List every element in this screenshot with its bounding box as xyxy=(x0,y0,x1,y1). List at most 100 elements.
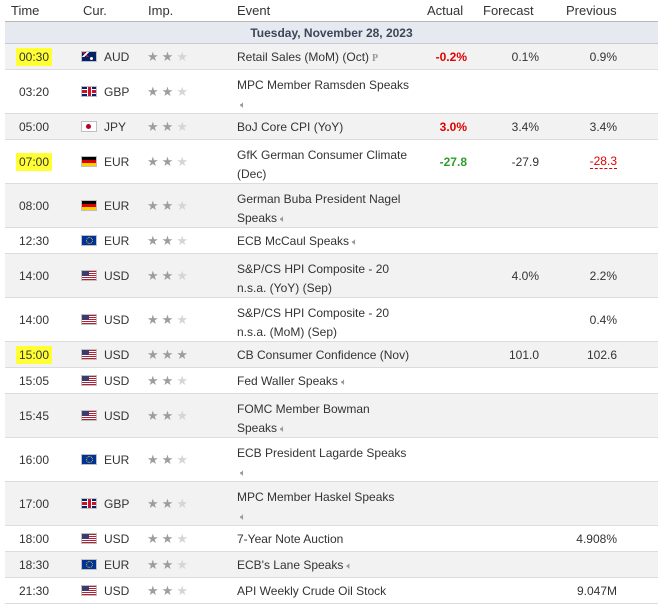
event-name[interactable]: FOMC Member Bowman xyxy=(237,402,370,416)
actual-value xyxy=(419,184,467,227)
event-name[interactable]: API Weekly Crude Oil Stock xyxy=(237,584,387,598)
event-name[interactable]: German Buba President Nagel xyxy=(237,192,401,206)
event-name[interactable]: ECB President Lagarde Speaks xyxy=(237,446,407,460)
previous-value: 102.6 xyxy=(586,347,617,362)
event-name[interactable]: Fed Waller Speaks xyxy=(237,374,338,388)
event-cell[interactable]: S&P/CS HPI Composite - 20 n.s.a. (MoM) (S… xyxy=(237,298,417,341)
event-cell[interactable]: MPC Member Ramsden Speaks 🔈︎ xyxy=(237,70,417,113)
col-actual-header[interactable]: Actual xyxy=(427,3,464,18)
table-row[interactable]: 21:30 USD ★ ★ ★ API Weekly Crude Oil Stock 9.0… xyxy=(5,578,658,604)
importance-star-icon: ★ xyxy=(161,119,174,134)
importance-star-empty-icon: ★ xyxy=(176,119,188,134)
table-row[interactable]: 15:05 USD ★ ★ ★ Fed Waller Speaks 🔈︎ xyxy=(5,368,658,394)
importance-rating: ★ ★ ★ xyxy=(147,552,217,577)
event-cell[interactable]: 7-Year Note Auction xyxy=(237,526,417,551)
table-row[interactable]: 12:30 EUR ★ ★ ★ ECB McCaul Speaks 🔈︎ xyxy=(5,228,658,254)
event-name[interactable]: GfK German Consumer Climate xyxy=(237,148,408,162)
importance-star-empty-icon: ★ xyxy=(176,268,188,283)
event-cell[interactable]: BoJ Core CPI (YoY) xyxy=(237,114,417,139)
speaker-icon[interactable]: 🔈︎ xyxy=(280,214,287,225)
speaker-icon[interactable]: 🔈︎ xyxy=(346,561,353,572)
us-flag-icon xyxy=(81,375,97,386)
event-name[interactable]: S&P/CS HPI Composite - 20 xyxy=(237,262,390,276)
speaker-icon[interactable]: 🔈︎ xyxy=(240,468,246,479)
event-currency: USD xyxy=(81,254,141,297)
event-cell[interactable]: MPC Member Haskel Speaks 🔈︎ xyxy=(237,482,417,525)
forecast-value: 4.0% xyxy=(511,268,539,283)
event-cell[interactable]: German Buba President Nagel Speaks 🔈︎ xyxy=(237,184,417,227)
importance-star-icon: ★ xyxy=(161,496,174,511)
importance-rating: ★ ★ ★ xyxy=(147,254,217,297)
event-currency: EUR xyxy=(81,552,141,577)
event-name[interactable]: 7-Year Note Auction xyxy=(237,532,344,546)
event-name[interactable]: ECB McCaul Speaks xyxy=(237,234,350,248)
event-time: 07:00 xyxy=(7,140,71,183)
table-row[interactable]: 15:45 USD ★ ★ ★ FOMC Member Bowman Speaks 🔈︎ xyxy=(5,394,658,438)
event-cell[interactable]: GfK German Consumer Climate (Dec) xyxy=(237,140,417,183)
col-forecast-header[interactable]: Forecast xyxy=(483,3,534,18)
table-row[interactable]: 05:00 JPY ★ ★ ★ BoJ Core CPI (YoY) 3.0% 3.4% 3.4… xyxy=(5,114,658,140)
importance-rating: ★ ★ ★ xyxy=(147,70,217,113)
table-row[interactable]: 08:00 EUR ★ ★ ★ German Buba President Nagel Sp… xyxy=(5,184,658,228)
event-cell[interactable]: Fed Waller Speaks 🔈︎ xyxy=(237,368,417,393)
table-row[interactable]: 07:00 EUR ★ ★ ★ GfK German Consumer Climate (D… xyxy=(5,140,658,184)
event-cell[interactable]: Retail Sales (MoM) (Oct) P xyxy=(237,44,417,69)
event-name[interactable]: ECB's Lane Speaks xyxy=(237,558,344,572)
event-name-cont[interactable]: n.s.a. (MoM) (Sep) xyxy=(237,325,338,339)
col-event-header[interactable]: Event xyxy=(237,3,271,18)
preliminary-icon[interactable]: P xyxy=(372,53,379,64)
event-currency: EUR xyxy=(81,184,141,227)
importance-star-icon: ★ xyxy=(161,347,174,362)
event-name-cont[interactable]: Speaks xyxy=(237,421,278,435)
speaker-icon[interactable]: 🔈︎ xyxy=(240,512,246,523)
speaker-icon[interactable]: 🔈︎ xyxy=(280,424,287,435)
table-row[interactable]: 15:00 USD ★ ★ ★ CB Consumer Confidence (Nov) 1… xyxy=(5,342,658,368)
table-row[interactable]: 17:00 GBP ★ ★ ★ MPC Member Haskel Speaks 🔈︎ xyxy=(5,482,658,526)
previous-value xyxy=(545,70,617,113)
table-row[interactable]: 18:30 EUR ★ ★ ★ ECB's Lane Speaks 🔈︎ xyxy=(5,552,658,578)
col-currency-header[interactable]: Cur. xyxy=(83,3,107,18)
event-currency: JPY xyxy=(81,114,141,139)
col-previous-header[interactable]: Previous xyxy=(566,3,617,18)
event-currency: GBP xyxy=(81,70,141,113)
table-row[interactable]: 00:30 AUD ★ ★ ★ Retail Sales (MoM) (Oct) P -0.2… xyxy=(5,44,658,70)
col-time-header[interactable]: Time xyxy=(11,3,40,18)
previous-value xyxy=(545,482,617,525)
previous-value xyxy=(545,184,617,227)
event-currency: USD xyxy=(81,578,141,603)
event-name[interactable]: BoJ Core CPI (YoY) xyxy=(237,120,344,134)
importance-star-icon: ★ xyxy=(161,84,174,99)
event-cell[interactable]: CB Consumer Confidence (Nov) xyxy=(237,342,417,367)
event-cell[interactable]: ECB President Lagarde Speaks 🔈︎ xyxy=(237,438,417,481)
importance-star-icon: ★ xyxy=(147,347,159,362)
event-name-cont[interactable]: Speaks xyxy=(237,211,278,225)
col-importance-header[interactable]: Imp. xyxy=(148,3,174,18)
importance-rating: ★ ★ ★ xyxy=(147,578,217,603)
event-time: 08:00 xyxy=(19,198,50,213)
event-name[interactable]: Retail Sales (MoM) (Oct) xyxy=(237,50,370,64)
event-cell[interactable]: FOMC Member Bowman Speaks 🔈︎ xyxy=(237,394,417,437)
event-name-cont[interactable]: (Dec) xyxy=(237,167,267,181)
event-cell[interactable]: ECB McCaul Speaks 🔈︎ xyxy=(237,228,417,253)
table-row[interactable]: 14:00 USD ★ ★ ★ S&P/CS HPI Composite - 20 n.s.… xyxy=(5,298,658,342)
forecast-value xyxy=(473,228,539,253)
event-cell[interactable]: ECB's Lane Speaks 🔈︎ xyxy=(237,552,417,577)
table-row[interactable]: 14:00 USD ★ ★ ★ S&P/CS HPI Composite - 20 n.s.… xyxy=(5,254,658,298)
event-name[interactable]: S&P/CS HPI Composite - 20 xyxy=(237,306,390,320)
table-row[interactable]: 03:20 GBP ★ ★ ★ MPC Member Ramsden Speaks 🔈︎ xyxy=(5,70,658,114)
event-cell[interactable]: API Weekly Crude Oil Stock xyxy=(237,578,417,603)
event-name[interactable]: MPC Member Ramsden Speaks xyxy=(237,78,410,92)
event-name[interactable]: MPC Member Haskel Speaks xyxy=(237,490,395,504)
speaker-icon[interactable]: 🔈︎ xyxy=(240,100,246,111)
importance-star-icon: ★ xyxy=(161,198,174,213)
importance-star-empty-icon: ★ xyxy=(176,373,188,388)
germany-flag-icon xyxy=(81,156,97,167)
speaker-icon[interactable]: 🔈︎ xyxy=(340,377,347,388)
event-cell[interactable]: S&P/CS HPI Composite - 20 n.s.a. (YoY) (S… xyxy=(237,254,417,297)
event-name[interactable]: CB Consumer Confidence (Nov) xyxy=(237,348,410,362)
table-row[interactable]: 16:00 EUR ★ ★ ★ ECB President Lagarde Speaks 🔈… xyxy=(5,438,658,482)
speaker-icon[interactable]: 🔈︎ xyxy=(352,237,359,248)
event-name-cont[interactable]: n.s.a. (YoY) (Sep) xyxy=(237,281,332,295)
actual-value xyxy=(419,394,467,437)
table-row[interactable]: 18:00 USD ★ ★ ★ 7-Year Note Auction 4.908% xyxy=(5,526,658,552)
